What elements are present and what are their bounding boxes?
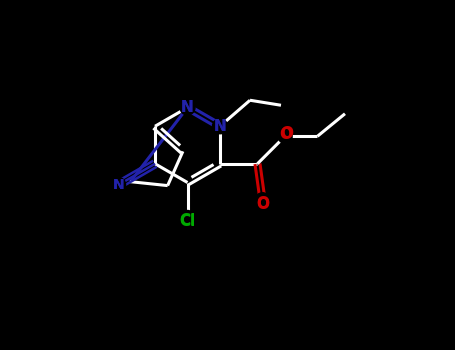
Text: N: N (213, 119, 226, 134)
Circle shape (278, 129, 292, 143)
Circle shape (212, 119, 228, 134)
Circle shape (111, 177, 126, 191)
Text: N: N (113, 177, 124, 191)
Circle shape (181, 210, 194, 224)
Circle shape (255, 193, 269, 207)
Text: N: N (213, 119, 226, 134)
Text: N: N (181, 100, 194, 115)
Text: N: N (113, 177, 124, 191)
Text: Cl: Cl (179, 213, 196, 228)
Text: O: O (279, 127, 293, 142)
Circle shape (180, 100, 195, 115)
Text: N: N (181, 100, 194, 115)
Text: O: O (256, 197, 269, 212)
Text: O: O (256, 196, 269, 211)
Text: O: O (280, 126, 293, 141)
Text: Cl: Cl (179, 214, 196, 229)
